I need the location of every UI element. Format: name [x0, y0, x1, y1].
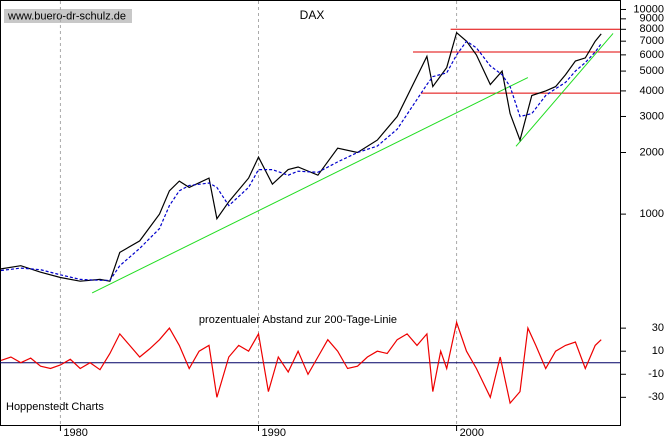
- source-label: www.buero-dr-schulz.de: [7, 10, 126, 22]
- credit: Hoppenstedt Charts: [6, 401, 104, 413]
- x-tick-label: 2000: [460, 427, 484, 439]
- y-tick-label: 8000: [640, 23, 664, 35]
- x-tick-label: 1990: [262, 427, 286, 439]
- plot-frame: [0, 0, 621, 426]
- trend-line: [515, 33, 614, 147]
- y-tick-label: -30: [648, 391, 664, 403]
- y-tick-label: 9000: [640, 13, 664, 25]
- y-tick-label: 5000: [640, 65, 664, 77]
- y-tick-label: 4000: [640, 85, 664, 97]
- series-line: [0, 40, 602, 281]
- panel-title: prozentualer Abstand zur 200-Tage-Linie: [199, 314, 397, 326]
- y-tick-label: 10: [652, 345, 664, 357]
- y-tick-label: 10000: [633, 3, 664, 15]
- chart-title: DAX: [300, 8, 325, 22]
- source-box: [4, 9, 132, 23]
- series-line: [0, 320, 602, 405]
- y-tick-label: 6000: [640, 49, 664, 61]
- y-tick-label: 30: [652, 322, 664, 334]
- x-tick-label: 1980: [63, 427, 87, 439]
- y-tick-label: 1000: [640, 208, 664, 220]
- y-tick-label: 7000: [640, 35, 664, 47]
- series-line: [0, 31, 602, 282]
- y-tick-label: 2000: [640, 146, 664, 158]
- trend-line: [91, 77, 529, 294]
- y-tick-label: -10: [648, 368, 664, 380]
- y-tick-label: 3000: [640, 110, 664, 122]
